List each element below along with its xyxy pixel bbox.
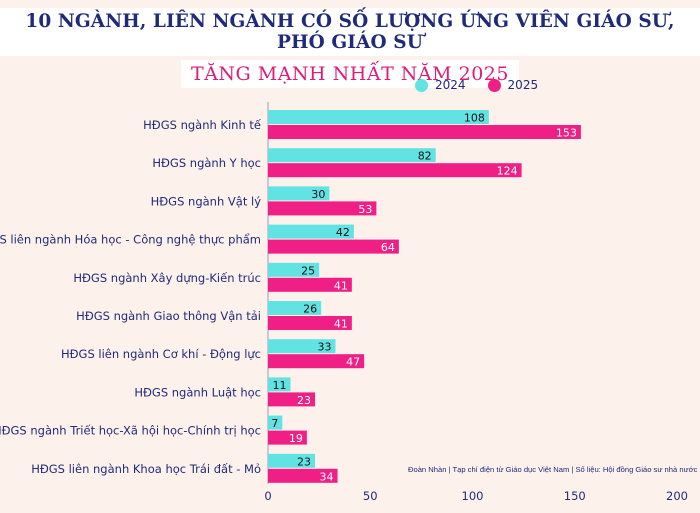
legend-swatch-2025	[487, 78, 501, 92]
category-label: HĐGS liên ngành Hóa học - Công nghệ thực…	[0, 233, 261, 247]
bar-2024	[268, 415, 283, 430]
bar-2024	[268, 453, 316, 468]
data-label-2024: 25	[301, 264, 315, 277]
bar-2025	[268, 468, 338, 483]
source-footnote: Đoàn Nhàn | Tạp chí điện tử Giáo dục Việ…	[408, 465, 698, 474]
bar-2024	[268, 110, 489, 124]
legend-label-2024: 2024	[435, 78, 466, 92]
x-tick-label: 0	[264, 489, 271, 503]
bar-2025	[268, 239, 399, 254]
data-label-2024: 82	[418, 150, 432, 163]
data-label-2025: 23	[297, 394, 311, 407]
bar-2024	[268, 339, 336, 354]
chart-title: 10 NGÀNH, LIÊN NGÀNH CÓ SỐ LƯỢNG ỨNG VIÊ…	[0, 8, 700, 56]
x-tick-label: 200	[666, 489, 688, 503]
data-label-2024: 42	[336, 226, 350, 239]
category-label: HĐGS ngành Luật học	[134, 385, 261, 399]
data-label-2025: 19	[289, 432, 303, 445]
bar-2024	[268, 148, 436, 163]
category-label: HĐGS ngành Triết học-Xã hội học-Chính tr…	[0, 424, 261, 438]
data-label-2025: 41	[334, 318, 348, 331]
bar-2025	[268, 277, 352, 292]
bar-2025	[268, 163, 522, 178]
chart-subtitle: TĂNG MẠNH NHẤT NĂM 2025	[181, 60, 519, 88]
category-label: HĐGS liên ngành Cơ khí - Động lực	[61, 347, 261, 361]
category-label: HĐGS ngành Giao thông Vận tải	[76, 309, 261, 323]
category-label: HĐGS ngành Y học	[152, 156, 261, 170]
bar-2025	[268, 354, 365, 369]
category-label: HĐGS liên ngành Khoa học Trái đất - Mỏ	[31, 462, 261, 476]
x-tick-label: 150	[564, 489, 586, 503]
bar-2024	[268, 262, 320, 277]
title-block: 10 NGÀNH, LIÊN NGÀNH CÓ SỐ LƯỢNG ỨNG VIÊ…	[0, 0, 700, 88]
bar-2024	[268, 224, 354, 239]
data-label-2025: 47	[346, 356, 360, 369]
data-label-2024: 33	[317, 341, 331, 354]
bar-2024	[268, 301, 322, 315]
data-label-2025: 41	[334, 279, 348, 292]
category-label: HĐGS ngành Kinh tế	[143, 118, 262, 132]
legend-item-2025: 2025	[487, 78, 539, 92]
data-label-2025: 34	[320, 470, 334, 483]
category-label: HĐGS ngành Vật lý	[151, 194, 262, 208]
legend-label-2025: 2025	[507, 78, 539, 92]
data-label-2024: 108	[464, 112, 485, 125]
bar-2024	[268, 186, 330, 201]
legend-swatch-2024	[415, 78, 428, 92]
x-tick-label: 50	[363, 489, 378, 503]
bar-2025	[268, 125, 581, 139]
data-label-2025: 124	[497, 165, 518, 178]
data-label-2025: 64	[381, 241, 395, 254]
bar-2025	[268, 392, 316, 407]
data-label-2024: 30	[311, 188, 325, 201]
legend-item-2024: 2024	[415, 78, 466, 92]
category-label: HĐGS ngành Xây dựng-Kiến trúc	[73, 271, 261, 285]
x-tick-label: 100	[462, 489, 484, 503]
data-label-2024: 26	[303, 303, 317, 316]
legend: 2024 2025	[415, 78, 538, 92]
data-label-2024: 11	[272, 379, 286, 392]
data-label-2024: 23	[297, 455, 311, 468]
data-label-2025: 53	[358, 203, 372, 216]
bar-2025	[268, 201, 377, 216]
bar-2025	[268, 316, 352, 330]
data-label-2024: 7	[271, 417, 278, 430]
bar-2025	[268, 430, 307, 445]
bar-2024	[268, 377, 291, 392]
data-label-2025: 153	[556, 127, 577, 140]
